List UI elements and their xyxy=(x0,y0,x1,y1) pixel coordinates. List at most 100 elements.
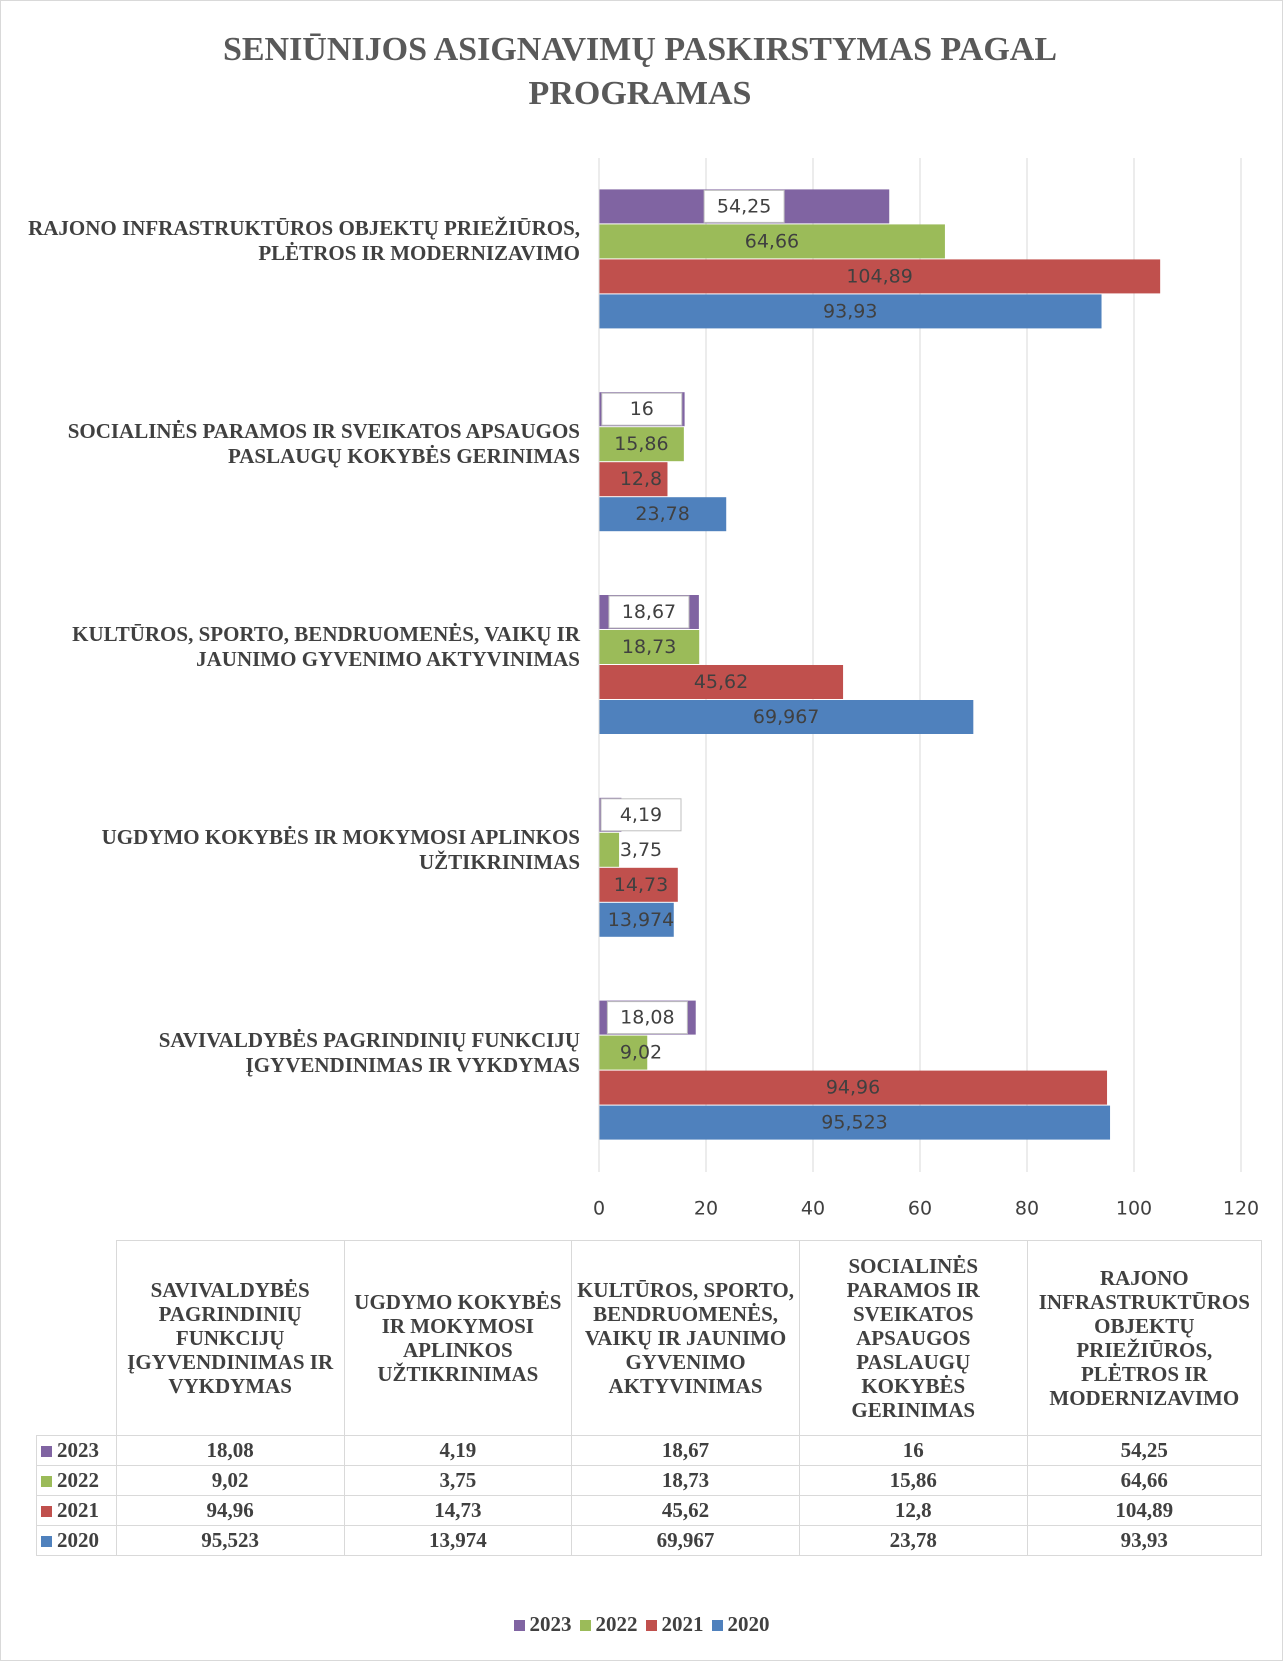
bar xyxy=(599,630,700,664)
data-label: 95,523 xyxy=(821,1112,887,1134)
table-cell: 93,93 xyxy=(1026,1525,1263,1556)
table-row: 2022 9,02 3,75 18,73 15,86 64,66 xyxy=(36,1465,1263,1496)
bar xyxy=(599,497,727,532)
legend-swatch xyxy=(711,1620,723,1631)
legend-swatch xyxy=(41,1536,52,1547)
legend-swatch xyxy=(41,1506,52,1517)
legend-label: 2021 xyxy=(661,1612,704,1636)
table-series: 2022 xyxy=(36,1465,117,1496)
legend-item: 2021 xyxy=(645,1612,704,1636)
table-header-row: SAVIVALDYBĖS PAGRINDINIŲ FUNKCIJŲ ĮGYVEN… xyxy=(37,1240,1263,1436)
data-label: 3,75 xyxy=(620,839,662,861)
x-tick-label: 80 xyxy=(1015,1198,1039,1220)
table-cell: 12,8 xyxy=(798,1495,1028,1526)
table-series: 2023 xyxy=(36,1435,117,1466)
bar xyxy=(599,259,1161,294)
bar xyxy=(599,832,620,867)
table-cell: 54,25 xyxy=(1026,1435,1263,1466)
legend-label: 2022 xyxy=(595,1612,638,1636)
legend-swatch xyxy=(41,1476,52,1487)
legend-item: 2023 xyxy=(513,1612,572,1636)
bar xyxy=(599,427,684,462)
data-label: 104,89 xyxy=(846,265,912,287)
label-box xyxy=(600,798,682,832)
table-cell: 9,02 xyxy=(115,1465,345,1496)
legend-label: 2020 xyxy=(727,1612,770,1636)
table-cell: 4,19 xyxy=(343,1435,573,1466)
x-tick-label: 60 xyxy=(908,1198,932,1220)
legend: 2023 2022 2021 2020 xyxy=(0,1612,1283,1637)
data-label: 4,19 xyxy=(620,804,662,826)
chart-title: SENIŪNIJOS ASIGNAVIMŲ PASKIRSTYMAS PAGAL… xyxy=(222,31,1058,112)
table-cell: 16 xyxy=(798,1435,1028,1466)
table-cell: 104,89 xyxy=(1026,1495,1263,1526)
label-box xyxy=(601,392,683,426)
table-cell: 23,78 xyxy=(798,1525,1028,1556)
series-name: 2021 xyxy=(57,1498,99,1522)
bar xyxy=(599,1105,1111,1140)
category-label: SOCIALINĖS PARAMOS IR SVEIKATOS APSAUGOS… xyxy=(67,419,580,469)
data-label: 15,86 xyxy=(614,433,668,455)
x-tick-label: 120 xyxy=(1223,1198,1259,1220)
bar xyxy=(599,224,945,259)
table-cell: 94,96 xyxy=(115,1495,345,1526)
bar xyxy=(599,462,668,497)
data-label: 54,25 xyxy=(717,195,771,217)
category-label: UGDYMO KOKYBĖS IR MOKYMOSI APLINKOS UŽTI… xyxy=(101,824,580,874)
series-name: 2022 xyxy=(57,1468,99,1492)
data-label: 12,8 xyxy=(620,468,662,490)
bar xyxy=(599,867,678,902)
category-label: KULTŪROS, SPORTO, BENDRUOMENĖS, VAIKŲ IR… xyxy=(72,622,580,671)
table-header: RAJONO INFRASTRUKTŪROS OBJEKTŲ PRIEŽIŪRO… xyxy=(1026,1240,1263,1436)
data-label: 9,02 xyxy=(620,1042,662,1064)
label-box xyxy=(703,189,785,223)
table-cell: 14,73 xyxy=(343,1495,573,1526)
category-label: SAVIVALDYBĖS PAGRINDINIŲ FUNKCIJŲ ĮGYVEN… xyxy=(158,1027,580,1077)
table-row: 2023 18,08 4,19 18,67 16 54,25 xyxy=(36,1435,1263,1466)
table-series: 2021 xyxy=(36,1495,117,1526)
label-box xyxy=(608,595,690,629)
data-label: 64,66 xyxy=(745,230,799,252)
bar xyxy=(599,1035,648,1070)
table-row: 2020 95,523 13,974 69,967 23,78 93,93 xyxy=(36,1525,1263,1556)
table-header: SOCIALINĖS PARAMOS IR SVEIKATOS APSAUGOS… xyxy=(798,1240,1028,1436)
data-label: 69,967 xyxy=(753,706,819,728)
bar xyxy=(599,902,674,937)
x-tick-label: 40 xyxy=(801,1198,825,1220)
table-cell: 18,08 xyxy=(115,1435,345,1466)
data-label: 23,78 xyxy=(635,503,689,525)
label-box xyxy=(606,1001,688,1035)
table-header: UGDYMO KOKYBĖS IR MOKYMOSI APLINKOS UŽTI… xyxy=(343,1240,573,1436)
category-label: RAJONO INFRASTRUKTŪROS OBJEKTŲ PRIEŽIŪRO… xyxy=(28,216,580,266)
bar xyxy=(599,665,844,699)
x-tick-label: 20 xyxy=(694,1198,718,1220)
legend-item: 2020 xyxy=(711,1612,770,1636)
chart: 0 20 40 60 80 100 120 18,08 9,02 94,96 95,523 4,19 3… xyxy=(593,158,1259,1220)
data-label: 14,73 xyxy=(614,874,668,896)
table-cell: 64,66 xyxy=(1026,1465,1263,1496)
series-name: 2023 xyxy=(57,1438,99,1462)
data-label: 16 xyxy=(630,398,654,420)
table-cell: 45,62 xyxy=(571,1495,800,1526)
data-label: 93,93 xyxy=(823,300,877,322)
table-cell: 13,974 xyxy=(343,1525,573,1556)
data-label: 13,974 xyxy=(608,909,674,931)
x-tick-label: 100 xyxy=(1116,1198,1152,1220)
table-cell: 15,86 xyxy=(798,1465,1028,1496)
data-label: 18,08 xyxy=(620,1007,674,1029)
table-series: 2020 xyxy=(36,1525,117,1556)
table-header: KULTŪROS, SPORTO, BENDRUOMENĖS, VAIKŲ IR… xyxy=(571,1240,800,1436)
x-tick-label: 0 xyxy=(593,1198,605,1220)
bar xyxy=(599,294,1102,329)
table-cell: 3,75 xyxy=(343,1465,573,1496)
legend-item: 2022 xyxy=(579,1612,638,1636)
data-label: 18,73 xyxy=(622,636,676,658)
data-label: 18,67 xyxy=(622,601,676,623)
legend-swatch xyxy=(579,1620,591,1631)
data-table: SAVIVALDYBĖS PAGRINDINIŲ FUNKCIJŲ ĮGYVEN… xyxy=(36,1240,1263,1556)
table-cell: 69,967 xyxy=(571,1525,800,1556)
table-cell: 95,523 xyxy=(115,1525,345,1556)
bar xyxy=(599,700,974,734)
data-label: 94,96 xyxy=(826,1077,880,1099)
legend-swatch xyxy=(513,1620,525,1631)
